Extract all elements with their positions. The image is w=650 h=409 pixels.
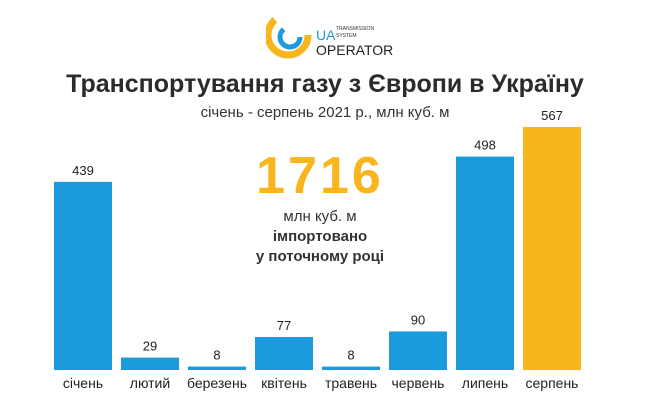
total-caption-2: у поточному році xyxy=(255,248,385,265)
bar-січень xyxy=(54,181,112,370)
category-label: травень xyxy=(325,375,377,391)
bar-квітень xyxy=(255,337,313,370)
chart-title: Транспортування газу з Європи в Україну xyxy=(66,70,584,98)
bar-березень xyxy=(188,366,246,370)
category-label: липень xyxy=(462,375,508,391)
data-label: 29 xyxy=(143,339,157,354)
bar-серпень xyxy=(523,127,581,370)
category-label: квітень xyxy=(261,375,307,391)
bar-липень xyxy=(456,156,514,370)
total-caption-1: імпортовано xyxy=(272,228,368,245)
svg-text:TRANSMISSION: TRANSMISSION xyxy=(336,26,374,32)
chart-subtitle: січень - серпень 2021 р., млн куб. м xyxy=(200,104,450,121)
svg-text:SYSTEM: SYSTEM xyxy=(336,33,357,39)
total-unit: млн куб. м xyxy=(283,208,357,225)
logo: UA TRANSMISSION SYSTEM OPERATOR xyxy=(266,11,393,59)
bar-лютий xyxy=(121,357,179,370)
data-label: 567 xyxy=(541,108,563,123)
category-label: січень xyxy=(63,375,103,391)
bar-травень xyxy=(322,366,380,370)
data-label: 8 xyxy=(347,348,354,363)
svg-text:UA: UA xyxy=(316,27,336,43)
category-label: березень xyxy=(187,375,247,391)
bar-червень xyxy=(389,331,447,370)
data-label: 439 xyxy=(72,163,94,178)
total-value: 1716 xyxy=(256,147,384,205)
data-label: 77 xyxy=(277,318,291,333)
category-label: лютий xyxy=(130,375,170,391)
svg-text:OPERATOR: OPERATOR xyxy=(316,42,393,58)
category-label: червень xyxy=(392,375,445,391)
data-label: 8 xyxy=(213,348,220,363)
data-label: 498 xyxy=(474,138,496,153)
category-label: серпень xyxy=(526,375,579,391)
data-label: 90 xyxy=(411,312,425,327)
